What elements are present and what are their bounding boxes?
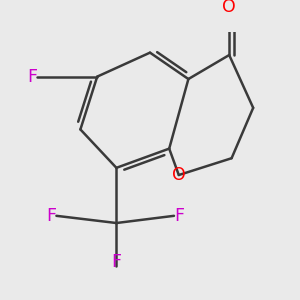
- Text: O: O: [222, 0, 236, 16]
- Text: F: F: [174, 207, 184, 225]
- Text: F: F: [27, 68, 37, 85]
- Text: F: F: [46, 207, 56, 225]
- Text: O: O: [172, 166, 186, 184]
- Text: F: F: [111, 253, 122, 271]
